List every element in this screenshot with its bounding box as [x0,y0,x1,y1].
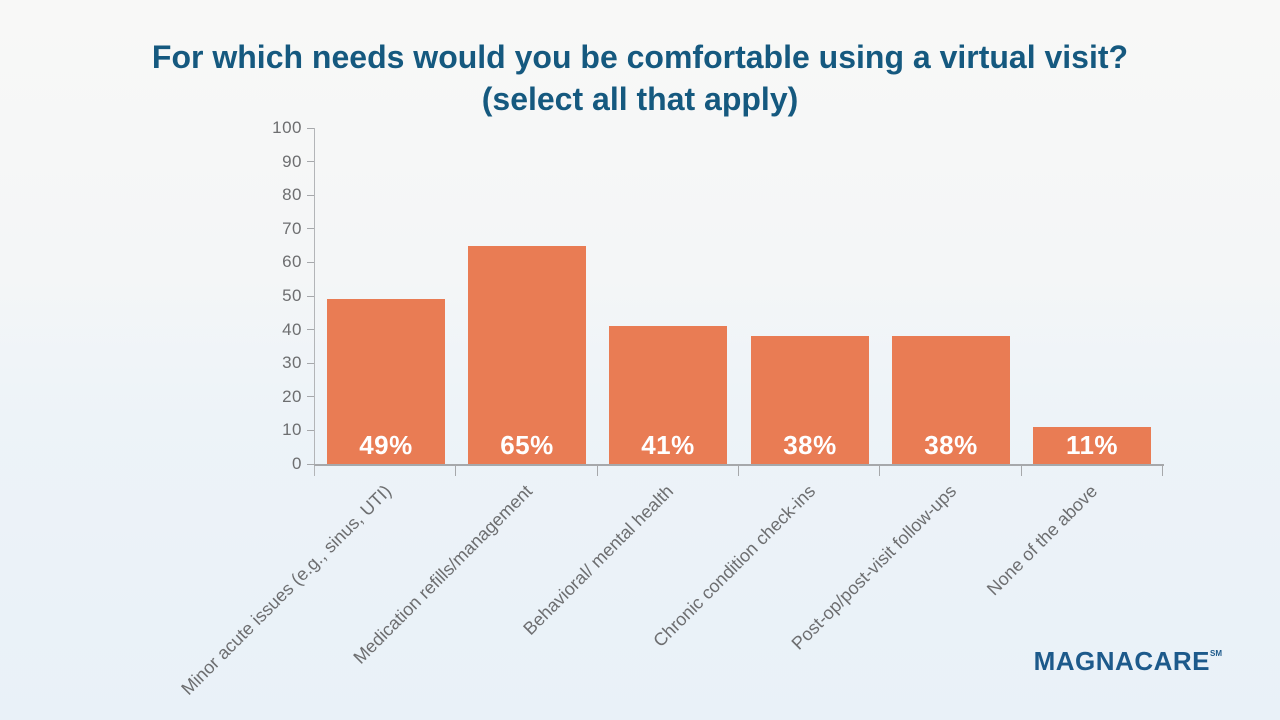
x-tick-mark [455,464,457,476]
y-tick-label: 0 [292,454,302,473]
y-tick-mark [307,463,314,465]
y-tick-mark [307,362,314,364]
magnacare-logo: MAGNACARESM [1034,646,1222,677]
magnacare-logo-servicemark: SM [1210,649,1222,658]
y-tick-label: 20 [282,386,302,406]
x-axis-line [314,464,1164,466]
chart-title-line-2: (select all that apply) [481,81,799,117]
bar-value-label: 65% [500,430,554,460]
x-tick-mark [596,464,598,476]
y-tick-label: 60 [282,252,302,272]
bar: 49% [327,299,445,464]
y-tick-mark [307,194,314,196]
x-tick-mark [879,464,881,476]
bar: 38% [892,336,1010,464]
y-tick-mark [307,161,314,163]
x-tick-mark [1162,464,1163,476]
y-tick-label: 90 [282,151,302,171]
y-tick-mark [307,295,314,297]
y-tick-label: 10 [282,420,302,440]
bar-value-label: 41% [641,430,695,460]
y-tick-mark [307,429,314,431]
x-category-label: Minor acute issues (e.g., sinus, UTI) [176,481,395,699]
y-tick-mark [307,396,314,398]
magnacare-logo-text: MAGNACARE [1033,646,1210,676]
y-tick-label: 40 [282,319,302,339]
bar: 41% [609,326,727,464]
chart-title: For which needs would you be comfortable… [0,36,1280,120]
y-axis-line [314,128,315,476]
y-tick-mark [307,228,314,230]
y-tick-label: 50 [282,286,302,305]
y-tick-label: 70 [282,218,302,238]
y-tick-mark [307,261,314,263]
bar-value-label: 38% [924,430,978,460]
y-tick-mark [307,127,314,129]
bar: 11% [1033,427,1151,464]
bar-value-label: 38% [783,430,837,460]
x-tick-mark [738,464,739,476]
x-tick-mark [1020,464,1022,476]
bar: 38% [751,336,869,464]
y-tick-mark [307,329,314,331]
bar-value-label: 11% [1065,430,1119,460]
bar: 65% [468,246,586,464]
bar-value-label: 49% [359,430,413,460]
y-tick-label: 30 [282,353,302,373]
y-tick-label: 80 [282,185,302,205]
chart-title-line-1: For which needs would you be comfortable… [151,39,1129,75]
y-tick-label: 100 [272,118,302,137]
